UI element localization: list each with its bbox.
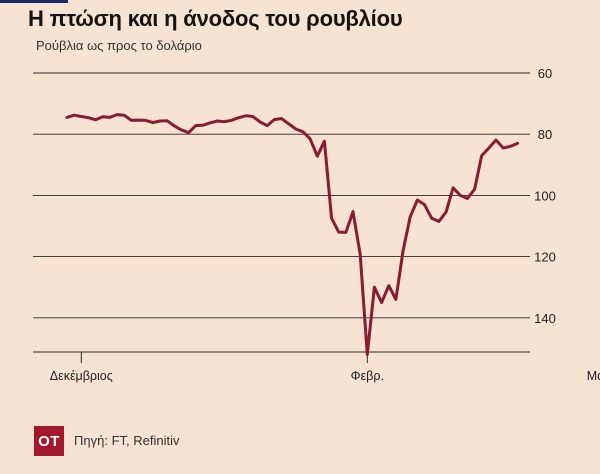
source-note: Πηγή: FT, Refinitiv xyxy=(74,433,180,448)
chart-title: Η πτώση και η άνοδος του ρουβλίου xyxy=(28,6,403,31)
chart-subtitle: Ρούβλια ως προς το δολάριο xyxy=(36,38,202,53)
y-tick-label-140: 140 xyxy=(534,311,556,326)
y-tick-labels: 60 80 100 120 140 xyxy=(534,66,556,326)
y-tick-label-60: 60 xyxy=(538,66,552,81)
x-tick-label-1: Φεβρ. xyxy=(351,369,384,383)
gridlines xyxy=(33,72,530,319)
series-line-layer xyxy=(65,113,519,356)
y-tick-label-80: 80 xyxy=(538,127,552,142)
top-accent-bar xyxy=(0,0,68,3)
y-tick-label-120: 120 xyxy=(534,250,556,265)
series-line-0 xyxy=(65,113,519,356)
x-tick-label-0: Δεκέμβριος xyxy=(50,369,113,383)
ot-logo: OT xyxy=(34,426,64,456)
y-tick-label-100: 100 xyxy=(534,188,556,203)
x-tick-label-2: Μάρτ. xyxy=(587,369,600,383)
